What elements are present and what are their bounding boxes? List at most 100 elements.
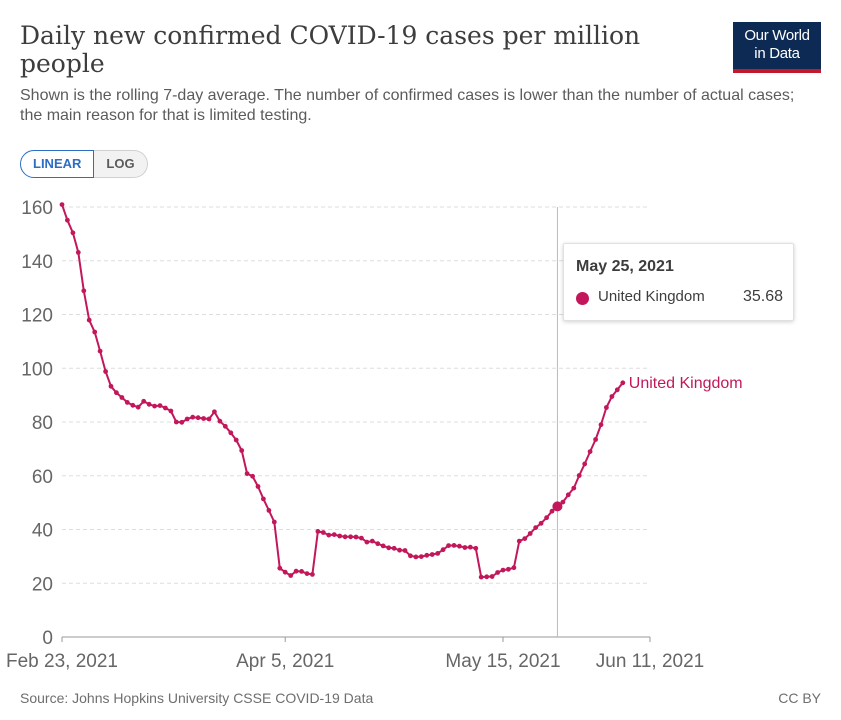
data-point: [282, 569, 288, 575]
data-point: [310, 572, 315, 577]
data-point: [549, 508, 555, 514]
data-point: [299, 569, 304, 574]
data-point: [114, 390, 119, 396]
tooltip-series-name: United Kingdom: [598, 288, 705, 305]
y-tick-label: 100: [21, 359, 53, 380]
data-point: [331, 532, 337, 537]
data-point: [516, 538, 522, 544]
data-point: [604, 405, 609, 410]
owid-logo[interactable]: Our World in Data: [733, 22, 821, 73]
data-point: [261, 496, 266, 502]
data-point: [538, 520, 544, 526]
data-point: [86, 317, 92, 323]
data-point: [582, 461, 588, 467]
data-point: [97, 348, 103, 354]
data-point: [375, 541, 381, 547]
x-tick-label: May 15, 2021: [445, 651, 560, 672]
data-point: [320, 530, 326, 535]
tooltip-date: May 25, 2021: [576, 258, 674, 275]
data-point: [342, 534, 348, 540]
x-tick-label: Apr 5, 2021: [236, 651, 334, 672]
data-point: [397, 547, 402, 553]
data-point: [440, 547, 446, 553]
y-tick-label: 160: [21, 198, 53, 219]
data-point: [81, 288, 87, 294]
data-point: [152, 403, 158, 409]
data-point: [103, 369, 108, 374]
data-point: [255, 484, 261, 489]
data-point: [587, 449, 593, 454]
data-point: [565, 492, 571, 498]
data-point: [620, 380, 626, 386]
data-point: [266, 508, 272, 513]
data-point: [424, 552, 430, 558]
y-tick-label: 40: [32, 521, 53, 542]
linear-scale-button[interactable]: LINEAR: [20, 150, 95, 178]
data-point: [70, 230, 76, 236]
log-scale-button[interactable]: LOG: [94, 150, 148, 178]
data-point: [59, 202, 65, 208]
data-point: [75, 250, 81, 255]
data-point: [184, 416, 190, 422]
data-point: [271, 519, 277, 525]
data-point: [353, 534, 359, 540]
data-point: [119, 395, 125, 400]
data-point: [413, 554, 419, 560]
data-point: [462, 545, 468, 550]
data-point: [239, 448, 245, 453]
y-tick-label: 120: [21, 306, 53, 327]
tooltip-value: 35.68: [742, 288, 783, 305]
data-point: [369, 538, 375, 544]
y-tick-label: 140: [21, 252, 53, 273]
x-tick-label: Jun 11, 2021: [596, 651, 704, 672]
data-point: [157, 403, 163, 408]
data-point: [614, 387, 620, 393]
logo-line1: Our World: [744, 27, 810, 44]
data-point: [451, 543, 457, 548]
data-point: [457, 543, 462, 549]
data-point: [228, 430, 234, 436]
data-point: [168, 408, 174, 414]
data-point: [506, 566, 511, 572]
y-tick-label: 0: [42, 628, 53, 649]
data-point: [560, 499, 566, 505]
grid-lines: [62, 206, 650, 584]
data-point: [348, 534, 353, 540]
data-point: [500, 567, 506, 573]
data-point: [571, 485, 577, 491]
axes: 0 20 40 60 80 100 120 140 160 Feb 23, 2021 Apr 5, …: [6, 198, 704, 672]
data-point: [108, 383, 114, 389]
data-point: [304, 571, 310, 576]
data-point: [288, 573, 294, 578]
data-point: [522, 536, 528, 541]
data-point: [380, 543, 386, 549]
data-point: [495, 570, 500, 575]
data-point: [315, 529, 321, 534]
data-point: [435, 551, 441, 556]
license-label[interactable]: CC BY: [778, 690, 821, 706]
data-point: [222, 423, 228, 429]
data-point: [124, 400, 130, 405]
hover-point: [552, 501, 563, 512]
data-point: [478, 574, 484, 580]
source-note[interactable]: Source: Johns Hopkins University CSSE CO…: [20, 690, 374, 706]
hover-layer: [552, 207, 563, 637]
data-point: [179, 419, 185, 425]
data-point: [146, 401, 152, 407]
tooltip-series-swatch: [576, 292, 589, 305]
data-point: [201, 416, 207, 421]
data-point: [364, 539, 370, 545]
data-point: [135, 404, 141, 410]
data-point: [92, 329, 98, 335]
data-point: [65, 217, 70, 223]
data-point: [429, 552, 435, 557]
chart-title: Daily new confirmed COVID-19 cases per m…: [20, 21, 641, 78]
data-point: [163, 405, 168, 411]
data-point: [527, 531, 533, 536]
y-tick-label: 60: [32, 467, 53, 488]
data-point: [250, 473, 256, 479]
data-point: [402, 548, 408, 553]
data-point: [489, 574, 495, 579]
y-tick-label: 80: [32, 413, 53, 434]
